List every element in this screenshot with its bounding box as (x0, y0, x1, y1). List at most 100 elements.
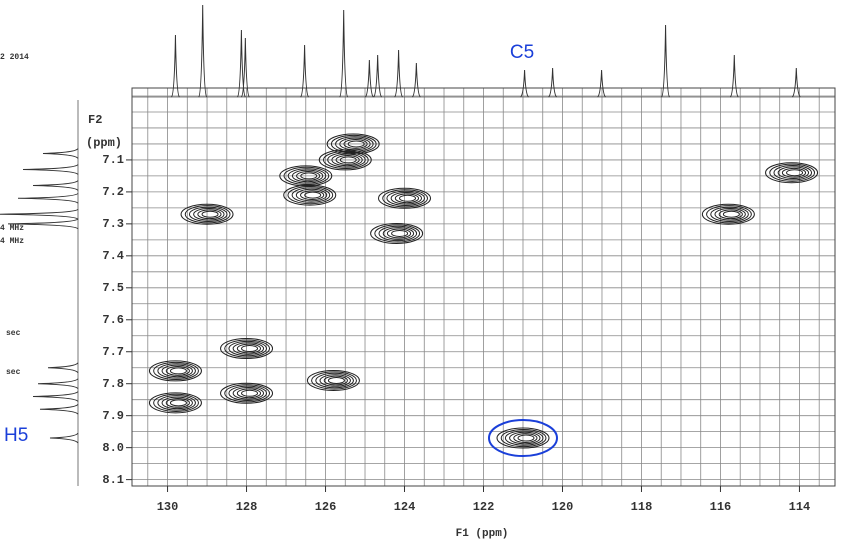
y-tick-label: 7.1 (102, 153, 124, 167)
projection-peak (49, 432, 79, 444)
cross-peak (326, 133, 380, 155)
contour-ring (300, 172, 318, 180)
projection-peak (198, 4, 208, 98)
contour-ring (765, 162, 819, 184)
contour-ring (306, 370, 360, 392)
contour-ring (220, 338, 274, 360)
contour-ring (701, 203, 755, 225)
y-tick-label: 7.4 (102, 249, 124, 263)
contour-ring (378, 225, 418, 242)
contour-ring (287, 168, 327, 184)
margin-note: 4 MHz (0, 224, 24, 233)
projection-peak (339, 9, 349, 98)
x-tick-label: 118 (631, 500, 653, 514)
contour-ring (236, 388, 262, 399)
cross-peak (378, 187, 432, 209)
contour-ring (706, 205, 752, 224)
projection-peak (520, 69, 529, 98)
contour-ring (714, 207, 746, 221)
contour-ring (184, 205, 231, 224)
y-axis-unit: (ppm) (86, 136, 122, 150)
x-tick-label: 122 (473, 500, 495, 514)
contour-ring (391, 229, 409, 237)
contour-ring (374, 224, 421, 243)
contour-ring (180, 203, 234, 225)
contour-ring (291, 169, 324, 183)
contour-ring (188, 206, 228, 222)
contour-ring (504, 430, 544, 446)
cross-peak (496, 427, 550, 449)
projection-peak (47, 362, 79, 374)
contour-ring (315, 372, 354, 389)
projection-peak (7, 218, 79, 230)
cross-peak (701, 203, 755, 225)
y-tick-label: 8.0 (102, 441, 124, 455)
contour-ring (331, 153, 363, 167)
annotation: H5 (4, 425, 28, 446)
cross-peak (220, 338, 274, 360)
cross-peak (370, 222, 424, 244)
projection-peak (373, 54, 383, 98)
contour-ring (169, 399, 187, 407)
y-tick-label: 7.2 (102, 185, 124, 199)
margin-note: 2 2014 (0, 53, 29, 62)
contour-ring (161, 396, 193, 410)
y-axis-title: F2 (88, 113, 102, 127)
contour-ring (781, 167, 807, 178)
contour-ring (193, 207, 225, 221)
margin-note: 4 MHz (0, 237, 24, 246)
contour-ring (224, 384, 271, 403)
contour-ring (287, 185, 334, 205)
contour-ring (509, 431, 541, 445)
margin-note: sec (6, 329, 21, 338)
projection-peak (364, 59, 374, 98)
contour-ring (148, 360, 202, 382)
contour-ring (326, 133, 380, 155)
contour-ring (370, 222, 424, 244)
x-tick-label: 124 (394, 500, 416, 514)
projection-peak (22, 164, 79, 175)
contour-ring (517, 434, 535, 442)
contour-ring (318, 149, 372, 171)
cross-peak (220, 382, 274, 404)
cross-peak (279, 165, 333, 187)
cross-peak (765, 162, 819, 184)
contour-ring (241, 389, 259, 397)
projection-peak (0, 208, 79, 220)
contour-ring (343, 139, 368, 149)
y-tick-label: 7.5 (102, 281, 124, 295)
projection-peak (394, 49, 404, 98)
projection-peak (661, 24, 671, 98)
contour-ring (513, 433, 538, 443)
contour-ring (335, 155, 360, 165)
projection-peak (300, 44, 310, 98)
projection-peak (240, 37, 250, 98)
projection-peak (548, 67, 557, 98)
contour-ring (347, 140, 365, 148)
y-tick-label: 7.7 (102, 345, 124, 359)
contour-ring (224, 339, 271, 358)
y-tick-label: 7.9 (102, 409, 124, 423)
cross-peak (283, 184, 337, 206)
contour-ring (228, 385, 268, 401)
contour-ring (232, 386, 265, 400)
contour-ring (197, 209, 222, 220)
contour-ring (241, 345, 259, 353)
cross-peak (148, 360, 202, 382)
contour-ring (165, 397, 190, 408)
contour-ring (220, 382, 274, 404)
contour-ring (319, 374, 351, 387)
projection-peak (729, 54, 739, 98)
contour-ring (148, 392, 202, 414)
contour-ring (157, 363, 196, 379)
contour-ring (390, 191, 423, 205)
contour-ring (339, 137, 371, 151)
contour-ring (291, 187, 331, 203)
contour-ring (304, 191, 322, 199)
highlight-circle (487, 419, 558, 458)
contour-ring (378, 187, 432, 209)
contour-ring (399, 194, 417, 202)
contour-ring (283, 166, 330, 186)
contour-ring (330, 134, 377, 154)
contour-ring (327, 377, 345, 385)
